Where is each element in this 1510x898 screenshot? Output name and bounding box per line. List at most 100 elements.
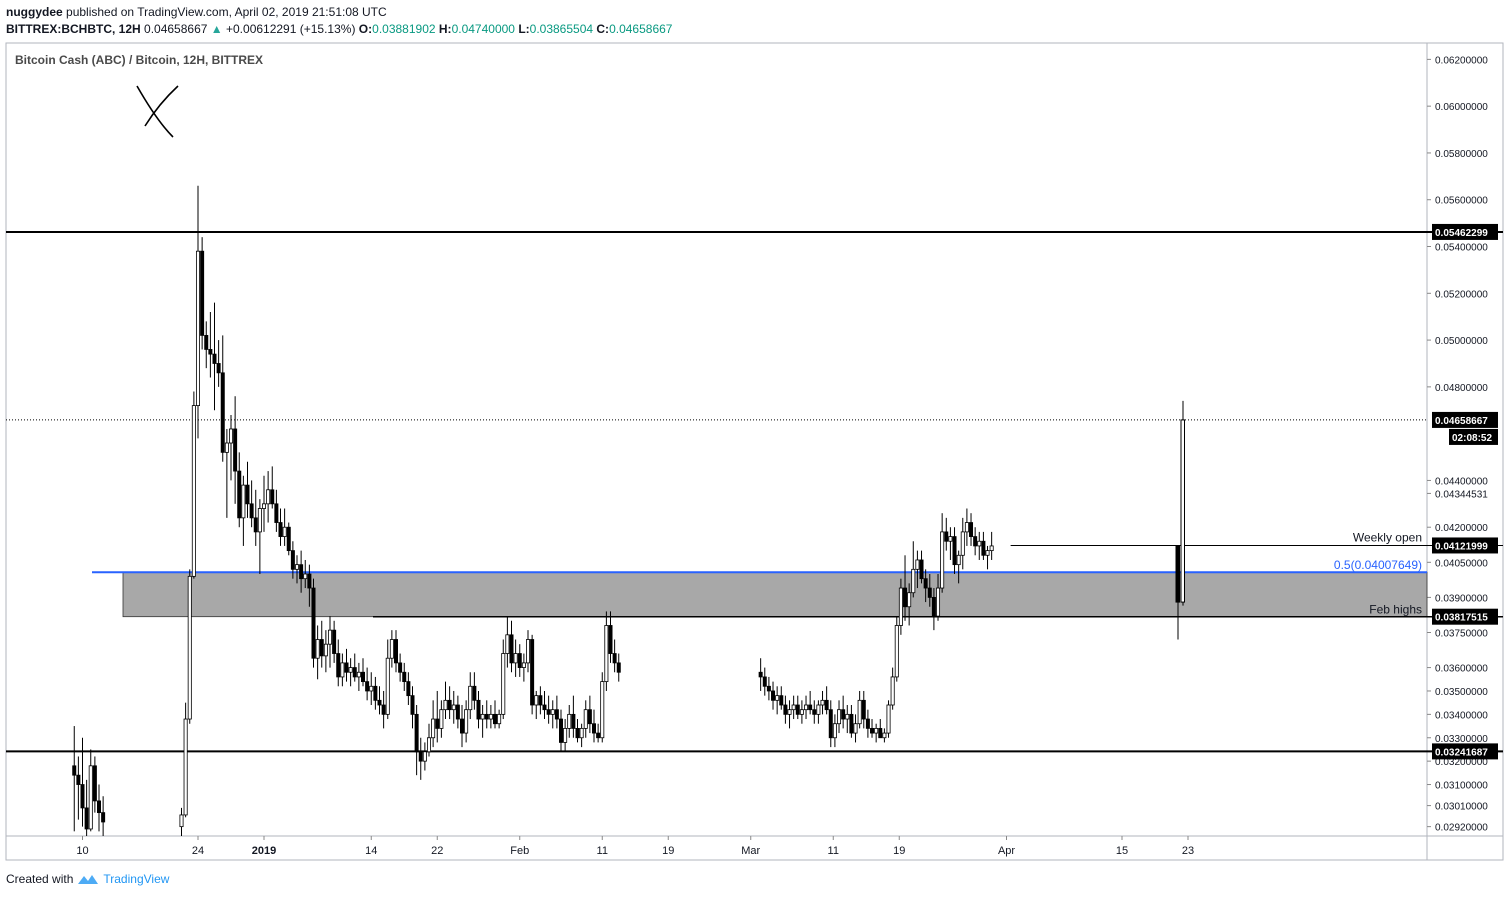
x-tick-label: 10 — [76, 845, 88, 857]
candle-up — [940, 531, 945, 589]
y-tick-label: 0.03200000 — [1435, 757, 1488, 768]
tradingview-brand[interactable]: TradingView — [103, 872, 170, 886]
y-tick-label: 0.04050000 — [1435, 558, 1488, 569]
candle-down — [402, 671, 407, 683]
candle-up — [431, 718, 436, 739]
candle-down — [766, 685, 771, 692]
candle-down — [414, 713, 419, 753]
chart-title: Bitcoin Cash (ABC) / Bitcoin, 12H, BITTR… — [15, 53, 263, 67]
candle-down — [571, 713, 576, 729]
candle-down — [969, 522, 974, 537]
candle-up — [526, 639, 531, 664]
candle-up — [88, 765, 93, 830]
candle-down — [398, 662, 403, 673]
candle-up — [183, 718, 188, 816]
candle-up — [985, 550, 990, 556]
candle-up — [820, 699, 825, 706]
candle-up — [480, 713, 485, 720]
candle-up — [837, 709, 842, 725]
candle-down — [903, 587, 908, 608]
x-tick-label: Mar — [741, 845, 760, 857]
candle-up — [451, 704, 456, 711]
high-value: 0.04740000 — [451, 22, 515, 36]
y-tick-label: 0.03600000 — [1435, 664, 1488, 675]
x-tick-label: 19 — [662, 845, 674, 857]
y-tick-label: 0.06200000 — [1435, 55, 1488, 66]
candle-down — [592, 723, 597, 734]
x-tick-label: 19 — [893, 845, 905, 857]
weekly-open-text: Weekly open — [1353, 530, 1422, 544]
candle-down — [575, 727, 580, 739]
candle-down — [542, 704, 547, 711]
candle-down — [878, 727, 883, 739]
candle-up — [426, 737, 431, 753]
candle-up — [468, 685, 473, 711]
y-tick-label: 0.05200000 — [1435, 289, 1488, 300]
candle-down — [76, 774, 81, 785]
candle-up — [898, 587, 903, 626]
last-price-label-box — [1432, 411, 1498, 428]
candle-up — [464, 709, 469, 734]
candle-up — [497, 713, 502, 725]
author[interactable]: nuggydee — [6, 5, 63, 19]
candle-up — [853, 723, 858, 734]
x-tick-label: 11 — [597, 845, 608, 857]
x-tick-label: Apr — [998, 845, 1015, 857]
y-tick-label: 0.03900000 — [1435, 593, 1488, 604]
candle-up — [257, 508, 262, 533]
open-label: O: — [358, 22, 373, 36]
candle-down — [1175, 545, 1180, 603]
candle-up — [960, 531, 965, 556]
candle-up — [266, 489, 271, 505]
candle-up — [187, 575, 192, 720]
candle-down — [546, 709, 551, 715]
candle-down — [554, 709, 559, 720]
candle-down — [216, 363, 221, 374]
candle-up — [567, 713, 572, 729]
candle-down — [270, 489, 275, 505]
candle-down — [779, 695, 784, 706]
candle-up — [340, 662, 345, 678]
y-tick-label: 0.03100000 — [1435, 781, 1488, 792]
y-tick-label: 0.06000000 — [1435, 102, 1488, 113]
candle-down — [249, 503, 254, 519]
candle-up — [488, 713, 493, 720]
candle-down — [923, 578, 928, 589]
feb-highs-text: Feb highs — [1369, 603, 1422, 617]
candle-down — [517, 653, 522, 668]
candle-down — [97, 800, 102, 814]
weekly-open-price-label: 0.04121999 — [1435, 541, 1488, 552]
candle-down — [344, 662, 349, 673]
candle-up — [521, 662, 526, 668]
candle-up — [832, 723, 837, 739]
candle-up — [787, 709, 792, 715]
chart-frame — [5, 42, 1504, 861]
candle-up — [179, 814, 184, 828]
candle-down — [435, 718, 440, 729]
candle-up — [911, 568, 916, 594]
close-value: 0.04658667 — [609, 22, 673, 36]
created-with: Created with — [6, 872, 74, 886]
candle-up — [385, 657, 390, 715]
change-up-icon: ▲ — [210, 22, 223, 36]
candle-up — [228, 428, 233, 444]
candle-down — [783, 704, 788, 715]
candle-down — [616, 662, 621, 673]
y-tick-label: 0.03300000 — [1435, 734, 1488, 745]
y-tick-label: 0.02920000 — [1435, 823, 1488, 834]
candle-up — [890, 676, 895, 706]
ohlc-line: BITTREX:BCHBTC, 12H 0.04658667 ▲ +0.0061… — [6, 21, 672, 38]
candle-down — [373, 685, 378, 701]
feb-highs-price-label-box — [1432, 608, 1498, 625]
candle-up — [989, 545, 994, 552]
candle-down — [559, 718, 564, 743]
y-tick-label: 0.04200000 — [1435, 523, 1488, 534]
candle-down — [476, 699, 481, 720]
candle-down — [608, 625, 613, 654]
candle-down — [237, 470, 242, 519]
x-tick-label: 24 — [192, 845, 204, 857]
candle-down — [812, 709, 817, 715]
candle-down — [212, 353, 217, 364]
candle-down — [365, 681, 370, 692]
